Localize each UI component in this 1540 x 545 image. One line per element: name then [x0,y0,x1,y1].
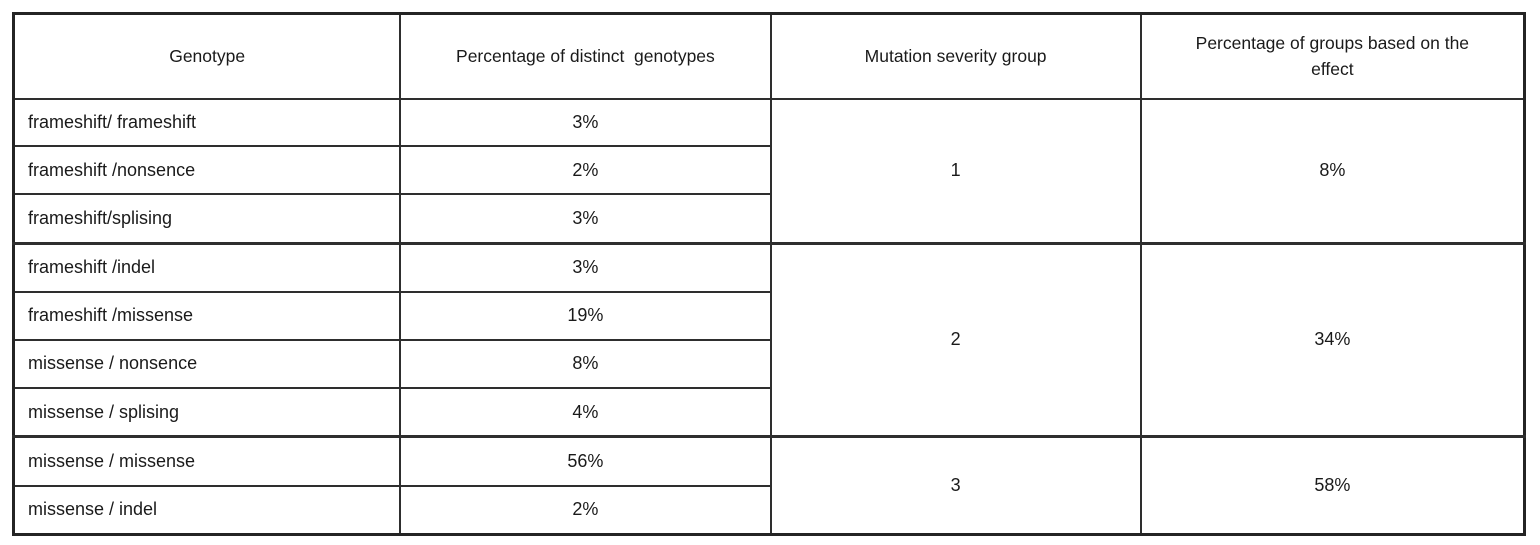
distinct-percentage-cell: 19% [399,291,772,341]
distinct-percentage-cell: 56% [399,435,772,487]
genotype-cell: frameshift /nonsence [12,145,402,196]
distinct-percentage-cell: 3% [399,193,772,245]
severity-group-cell: 3 [769,435,1142,536]
group-percentage-cell: 8% [1139,97,1526,245]
severity-group-cell: 2 [769,241,1142,438]
col-header-genotype: Genotype [12,12,402,100]
distinct-percentage-cell: 2% [399,145,772,196]
table-row: frameshift /indel 3% 2 34% [12,241,1526,438]
distinct-percentage-cell: 8% [399,338,772,389]
header-row: Genotype Percentage of distinct genotype… [12,12,1526,100]
distinct-percentage-cell: 3% [399,241,772,294]
distinct-percentage-cell: 2% [399,484,772,536]
table-row: missense / missense 56% 3 58% [12,435,1526,536]
table-row: frameshift /missense 19% [12,291,1525,341]
genotype-cell: frameshift/splising [12,193,402,245]
table-row: frameshift/splising 3% [12,193,1525,245]
genotype-cell: frameshift/ frameshift [12,97,402,148]
table-row: frameshift/ frameshift 3% 1 8% [12,97,1526,245]
genotype-cell: missense / missense [12,435,402,487]
col-header-distinct-percentage: Percentage of distinct genotypes [399,12,772,100]
genotype-cell: frameshift /indel [12,241,402,294]
genotype-cell: frameshift /missense [12,291,402,341]
col-header-severity-group: Mutation severity group [769,12,1142,100]
mutation-genotype-table: Genotype Percentage of distinct genotype… [12,12,1526,536]
distinct-percentage-cell: 3% [399,97,772,148]
severity-group-cell: 1 [769,97,1142,245]
table-row: frameshift /nonsence 2% [12,145,1525,196]
table-row: missense / splising 4% [12,386,1525,438]
table-row: missense / indel 2% [12,484,1525,536]
genotype-cell: missense / nonsence [12,338,402,389]
col-header-group-percentage: Percentage of groups based on the effect [1139,12,1526,100]
genotype-cell: missense / indel [12,484,402,536]
group-percentage-cell: 58% [1139,435,1526,536]
table-row: missense / nonsence 8% [12,338,1525,389]
distinct-percentage-cell: 4% [399,386,772,438]
group-percentage-cell: 34% [1139,241,1526,438]
genotype-cell: missense / splising [12,386,402,438]
